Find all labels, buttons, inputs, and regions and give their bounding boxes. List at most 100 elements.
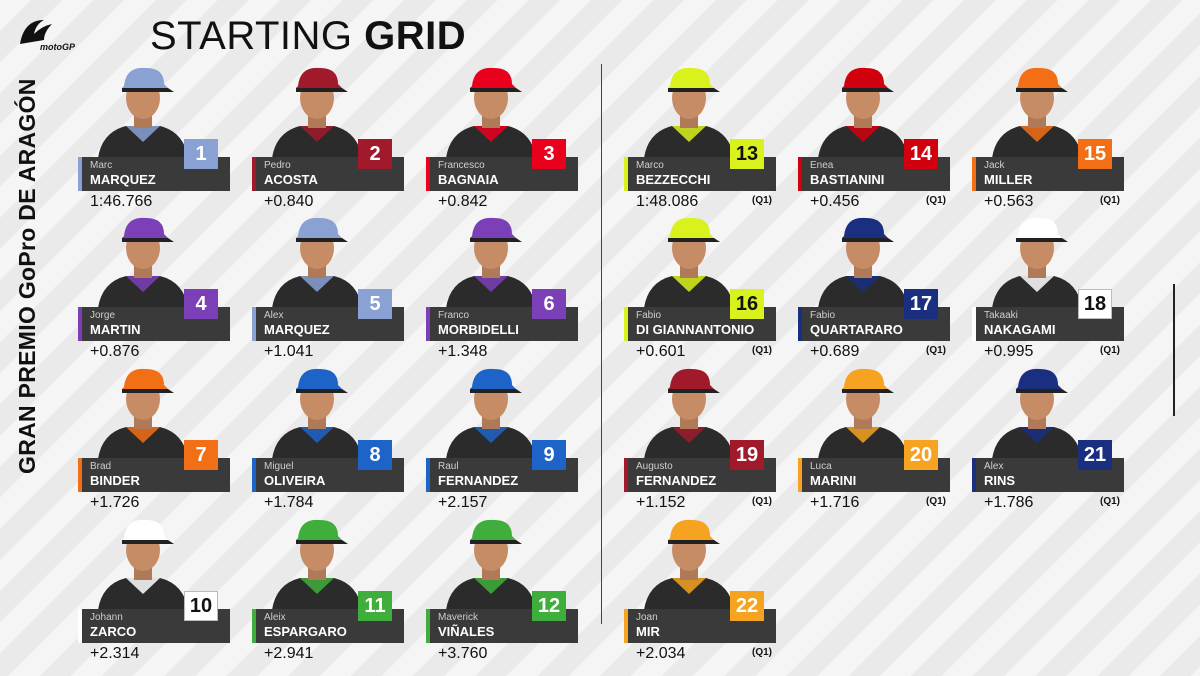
team-color-stripe bbox=[798, 157, 802, 191]
lap-time: +2.034 bbox=[636, 645, 686, 662]
q1-label: (Q1) bbox=[1100, 496, 1120, 507]
rider-last-name: ACOSTA bbox=[264, 172, 318, 187]
rider-card: Fabio QUARTARARO 17 +0.689 (Q1) bbox=[798, 212, 950, 360]
name-bar: Franco MORBIDELLI bbox=[426, 307, 578, 341]
rider-first-name: Marco bbox=[636, 160, 664, 171]
rider-first-name: Jack bbox=[984, 160, 1005, 171]
lap-time: +2.157 bbox=[438, 494, 488, 511]
rider-last-name: MIR bbox=[636, 624, 660, 639]
team-color-stripe bbox=[252, 609, 256, 643]
event-title: GRAN PREMIO GoPro DE ARAGÓN bbox=[14, 78, 40, 474]
rider-last-name: FERNANDEZ bbox=[636, 473, 717, 488]
rider-last-name: ZARCO bbox=[90, 624, 137, 639]
team-color-stripe bbox=[426, 458, 430, 492]
rider-first-name: Francesco bbox=[438, 160, 485, 171]
rider-last-name: BINDER bbox=[90, 473, 140, 488]
grid-position-badge: 11 bbox=[358, 591, 392, 621]
lap-time: +2.314 bbox=[90, 645, 140, 662]
rider-first-name: Marc bbox=[90, 160, 113, 171]
rider-portrait-icon bbox=[644, 368, 734, 459]
rider-card: Francesco BAGNAIA 3 +0.842 bbox=[426, 62, 578, 210]
rider-first-name: Enea bbox=[810, 160, 834, 171]
rider-portrait-icon bbox=[272, 217, 362, 308]
q1-label: (Q1) bbox=[752, 496, 772, 507]
lap-time: +1.041 bbox=[264, 343, 314, 360]
rider-portrait-icon bbox=[818, 217, 908, 308]
q1-label: (Q1) bbox=[1100, 345, 1120, 356]
team-color-stripe bbox=[78, 157, 82, 191]
rider-portrait-icon bbox=[98, 519, 188, 610]
rider-first-name: Joan bbox=[636, 612, 658, 623]
rider-card: Augusto FERNANDEZ 19 +1.152 (Q1) bbox=[624, 363, 776, 511]
lap-time: 1:48.086 bbox=[636, 193, 699, 210]
rider-first-name: Alex bbox=[984, 461, 1004, 472]
rider-card: Enea BASTIANINI 14 +0.456 (Q1) bbox=[798, 62, 950, 210]
rider-portrait-icon bbox=[644, 217, 734, 308]
rider-card: Luca MARINI 20 +1.716 (Q1) bbox=[798, 363, 950, 511]
rider-last-name: MORBIDELLI bbox=[438, 322, 519, 337]
grid-position-badge: 13 bbox=[730, 139, 764, 169]
rider-portrait-icon bbox=[446, 217, 536, 308]
rider-last-name: FERNANDEZ bbox=[438, 473, 519, 488]
name-bar: Jorge MARTIN bbox=[78, 307, 230, 341]
brand-text: motoGP bbox=[40, 42, 76, 52]
rider-card: Joan MIR 22 +2.034 (Q1) bbox=[624, 514, 776, 662]
title-light: STARTING bbox=[150, 14, 365, 58]
lap-time: +3.760 bbox=[438, 645, 488, 662]
rider-card: Brad BINDER 7 +1.726 bbox=[78, 363, 230, 511]
lap-time: +2.941 bbox=[264, 645, 314, 662]
rider-card: Jorge MARTIN 4 +0.876 bbox=[78, 212, 230, 360]
side-accent-bar bbox=[1173, 284, 1175, 416]
q1-label: (Q1) bbox=[752, 647, 772, 658]
q1-label: (Q1) bbox=[926, 195, 946, 206]
grid-position-badge: 1 bbox=[184, 139, 218, 169]
grid-position-badge: 14 bbox=[904, 139, 938, 169]
q1-label: (Q1) bbox=[1100, 195, 1120, 206]
grid-position-badge: 17 bbox=[904, 289, 938, 319]
team-color-stripe bbox=[426, 609, 430, 643]
q1-label: (Q1) bbox=[752, 345, 772, 356]
lap-time: +0.689 bbox=[810, 343, 860, 360]
team-color-stripe bbox=[426, 307, 430, 341]
grid-position-badge: 16 bbox=[730, 289, 764, 319]
team-color-stripe bbox=[426, 157, 430, 191]
rider-first-name: Maverick bbox=[438, 612, 479, 623]
grid-position-badge: 9 bbox=[532, 440, 566, 470]
rider-portrait-icon bbox=[98, 217, 188, 308]
lap-time: +0.995 bbox=[984, 343, 1034, 360]
grid-position-badge: 6 bbox=[532, 289, 566, 319]
rider-portrait-icon bbox=[992, 217, 1082, 308]
name-bar: Takaaki NAKAGAMI bbox=[972, 307, 1124, 341]
rider-card: Franco MORBIDELLI 6 +1.348 bbox=[426, 212, 578, 360]
rider-portrait-icon bbox=[818, 368, 908, 459]
rider-portrait-icon bbox=[992, 368, 1082, 459]
team-color-stripe bbox=[624, 609, 628, 643]
name-bar: Johann ZARCO bbox=[78, 609, 230, 643]
rider-first-name: Johann bbox=[90, 612, 123, 623]
lap-time: +0.842 bbox=[438, 193, 488, 210]
rider-last-name: MILLER bbox=[984, 172, 1033, 187]
rider-portrait-icon bbox=[644, 519, 734, 610]
rider-card: Raul FERNANDEZ 9 +2.157 bbox=[426, 363, 578, 511]
rider-portrait-icon bbox=[272, 368, 362, 459]
lap-time: 1:46.766 bbox=[90, 193, 153, 210]
rider-portrait-icon bbox=[818, 67, 908, 158]
team-color-stripe bbox=[624, 157, 628, 191]
rider-first-name: Pedro bbox=[264, 160, 291, 171]
rider-first-name: Miguel bbox=[264, 461, 294, 472]
grid-position-badge: 3 bbox=[532, 139, 566, 169]
lap-time: +0.840 bbox=[264, 193, 314, 210]
lap-time: +0.563 bbox=[984, 193, 1034, 210]
title-bold: GRID bbox=[364, 14, 467, 58]
rider-first-name: Fabio bbox=[810, 310, 836, 321]
rider-last-name: ESPARGARO bbox=[264, 624, 347, 639]
team-color-stripe bbox=[78, 307, 82, 341]
rider-last-name: MARINI bbox=[810, 473, 857, 488]
column-divider bbox=[601, 64, 602, 624]
grid-position-badge: 10 bbox=[184, 591, 218, 621]
rider-portrait-icon bbox=[98, 67, 188, 158]
rider-last-name: DI GIANNANTONIO bbox=[636, 322, 755, 337]
rider-last-name: RINS bbox=[984, 473, 1016, 488]
rider-portrait-icon bbox=[272, 519, 362, 610]
name-bar: Miguel OLIVEIRA bbox=[252, 458, 404, 492]
